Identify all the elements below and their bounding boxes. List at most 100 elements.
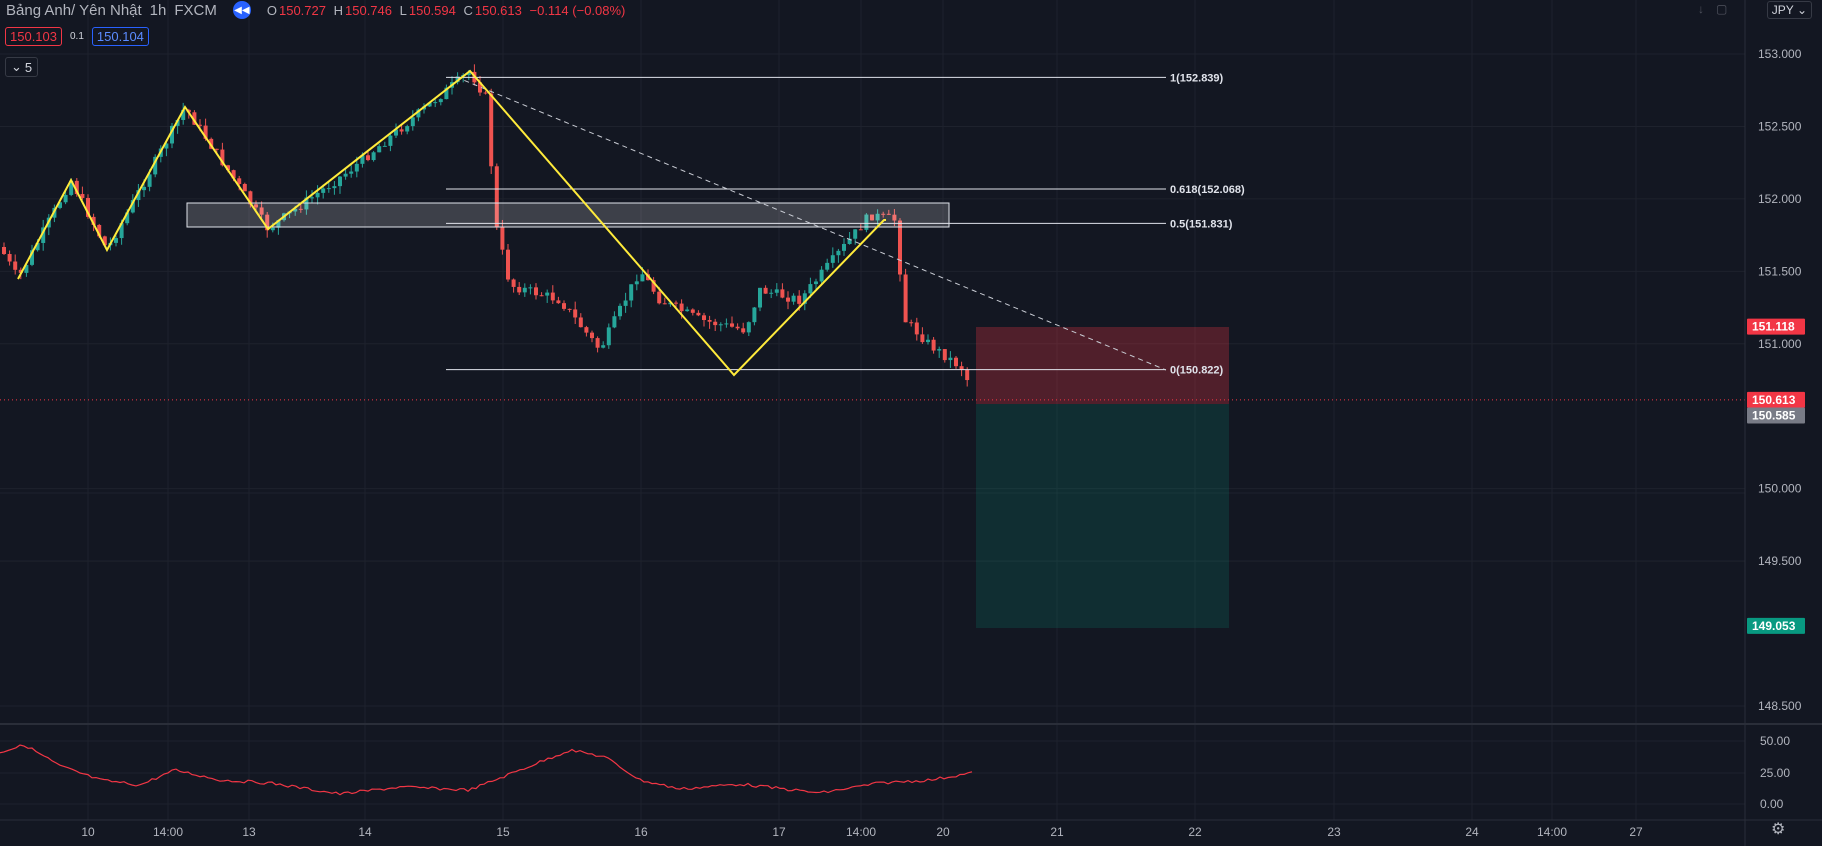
candle-body [618, 305, 622, 317]
candle-body [231, 170, 236, 179]
replay-icon[interactable]: ◀◀ [232, 1, 251, 19]
indicators-toggle[interactable]: ⌄ 5 [5, 57, 39, 77]
candle-body [427, 102, 432, 107]
candle-body [780, 289, 785, 298]
candle-body [58, 202, 62, 208]
zigzag-line [17, 69, 886, 377]
candle-body [259, 207, 264, 215]
time-tick-label: 27 [1629, 825, 1643, 839]
candle-body [942, 349, 947, 361]
price-tick-label: 148.500 [1758, 699, 1802, 713]
symbol-name[interactable]: Bảng Anh/ Yên Nhật [6, 1, 142, 19]
candle-body [573, 309, 578, 318]
price-tick-label: 149.500 [1758, 554, 1802, 568]
candle-body [125, 212, 130, 224]
candle-body [164, 143, 169, 149]
candle-body [170, 125, 174, 144]
time-tick-label: 22 [1188, 825, 1202, 839]
currency-button[interactable]: JPY ⌄ [1766, 1, 1812, 19]
settings-gear-icon[interactable]: ⚙ [1771, 821, 1786, 838]
maximize-icon[interactable]: ▢ [1716, 2, 1728, 16]
candle-body [181, 109, 186, 120]
candle-body [242, 183, 247, 192]
time-tick-label: 20 [936, 825, 950, 839]
candle-body [774, 289, 779, 293]
candle-body [808, 284, 813, 294]
fib-level-label: 0.618(152.068) [1170, 184, 1245, 196]
high-label: H [333, 2, 343, 18]
candle-body [864, 214, 869, 230]
candle-body [937, 349, 942, 351]
candle-body [578, 317, 583, 328]
candle-body [399, 129, 404, 132]
candle-body [405, 126, 410, 132]
candle-body [13, 261, 18, 270]
candle-body [892, 214, 897, 221]
candle-body [382, 145, 387, 147]
time-tick-label: 14:00 [846, 825, 876, 839]
candle-body [623, 300, 628, 306]
candle-body [35, 242, 40, 251]
candle-body [214, 148, 219, 150]
candle-body [758, 287, 762, 308]
candle-body [237, 178, 242, 184]
candle-body [63, 194, 68, 203]
candle-body [931, 339, 936, 351]
candle-body [791, 295, 796, 302]
candle-body [226, 165, 230, 171]
candle-body [142, 186, 146, 191]
candle-body [690, 309, 695, 313]
candle-body [752, 307, 757, 323]
candle-body [842, 243, 846, 251]
candle-body [416, 109, 421, 118]
candles [2, 64, 970, 387]
exchange-label: FXCM [174, 1, 217, 19]
rsi-tick-label: 25.00 [1760, 766, 1790, 780]
price-tick-label: 153.000 [1758, 47, 1802, 61]
candle-body [298, 208, 303, 210]
candle-body [724, 323, 729, 325]
fib-level-label: 0.5(151.831) [1170, 218, 1233, 230]
candle-body [718, 324, 723, 326]
open-label: O [266, 2, 277, 18]
stop-loss-zone [976, 327, 1229, 404]
rsi-tick-label: 0.00 [1760, 797, 1784, 811]
candle-body [853, 229, 858, 239]
arrow-down-icon[interactable]: ↓ [1698, 2, 1704, 16]
time-tick-label: 15 [496, 825, 510, 839]
candle-body [310, 197, 314, 199]
candle-body [321, 188, 326, 193]
drawings: 1(152.839) 0.618(152.068) 0.5(151.831) 0(15… [17, 69, 1245, 377]
candle-body [444, 87, 449, 100]
candle-body [511, 279, 516, 287]
sell-button[interactable]: 150.103 [5, 27, 62, 46]
candle-body [30, 250, 34, 265]
candle-body [315, 192, 320, 198]
candle-body [466, 71, 471, 76]
candle-body [830, 255, 835, 263]
candle-body [612, 316, 617, 328]
candle-body [786, 297, 790, 302]
price-tick-label: 152.000 [1758, 192, 1802, 206]
price-label-text: 150.585 [1752, 408, 1796, 422]
candle-body [343, 173, 348, 177]
candle-body [248, 191, 253, 205]
candle-body [74, 180, 79, 195]
candle-body [494, 166, 499, 228]
candle-body [377, 146, 382, 153]
interval-label[interactable]: 1h [149, 1, 167, 19]
candle-body [629, 284, 634, 301]
time-tick-label: 14:00 [153, 825, 183, 839]
candle-body [500, 227, 505, 250]
candle-body [198, 124, 202, 126]
candle-body [478, 82, 482, 93]
candle-body [606, 327, 611, 346]
price-label-text: 151.118 [1752, 320, 1795, 334]
candle-body [696, 312, 701, 316]
candle-body [349, 171, 354, 174]
high-value: 150.746 [345, 2, 392, 18]
candle-body [354, 163, 359, 172]
chevron-down-icon: ⌄ [11, 59, 22, 74]
buy-button[interactable]: 150.104 [91, 27, 149, 46]
